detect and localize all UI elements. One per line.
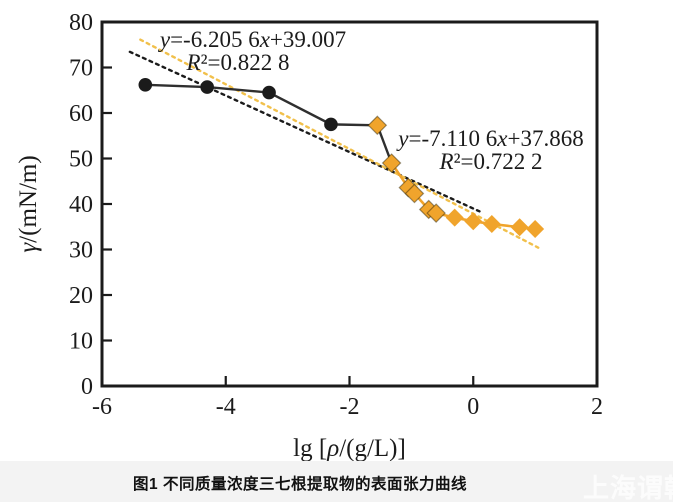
x-tick-label: -2	[340, 394, 360, 420]
caption-band: 图1 不同质量浓度三七根提取物的表面张力曲线 上海谓翰	[0, 461, 673, 502]
figure-caption: 图1 不同质量浓度三七根提取物的表面张力曲线	[133, 476, 467, 493]
x-tick-label: 0	[467, 394, 479, 420]
data-point-diamond	[445, 208, 464, 227]
x-tick-label: -6	[92, 394, 112, 420]
data-point-diamond	[510, 218, 529, 237]
y-tick-label: 30	[69, 238, 93, 264]
data-point-circle	[324, 117, 338, 132]
x-axis-title: lg [ρ/(g/L)]	[293, 435, 406, 461]
y-tick-label: 40	[69, 192, 93, 218]
data-point-diamond	[367, 115, 388, 136]
data-point-diamond	[404, 183, 425, 204]
r2-annotation-2: R²=0.722 2	[439, 149, 543, 174]
data-point-diamond	[381, 153, 402, 173]
data-point-diamond	[482, 215, 501, 234]
y-tick-label: 70	[69, 56, 93, 82]
y-tick-label: 80	[69, 10, 93, 36]
y-tick-label: 60	[69, 101, 93, 127]
data-point-circle	[262, 85, 276, 100]
y-tick-label: 50	[69, 147, 93, 173]
data-point-diamond	[426, 203, 446, 223]
y-axis-title: γ/(mN/m)	[15, 155, 42, 252]
x-tick-label: -4	[216, 394, 236, 420]
equation-annotation-1: y=-6.205 6x+39.007	[158, 27, 346, 52]
data-point-diamond	[526, 220, 545, 239]
y-tick-label: 10	[69, 329, 93, 355]
equation-annotation-2: y=-7.110 6x+37.868	[396, 126, 583, 151]
y-tick-label: 20	[69, 283, 93, 309]
data-point-circle	[138, 77, 153, 92]
data-point-circle	[200, 80, 214, 94]
x-tick-label: 2	[591, 394, 603, 420]
r2-annotation-1: R²=0.822 8	[186, 50, 290, 75]
plot-frame	[100, 20, 599, 388]
watermark: 上海谓翰	[583, 473, 673, 502]
trendline-black-dotted	[128, 50, 481, 213]
trendline-yellow-dotted	[139, 38, 540, 249]
data-point-diamond	[464, 212, 483, 231]
y-tick-label: 0	[81, 374, 93, 400]
